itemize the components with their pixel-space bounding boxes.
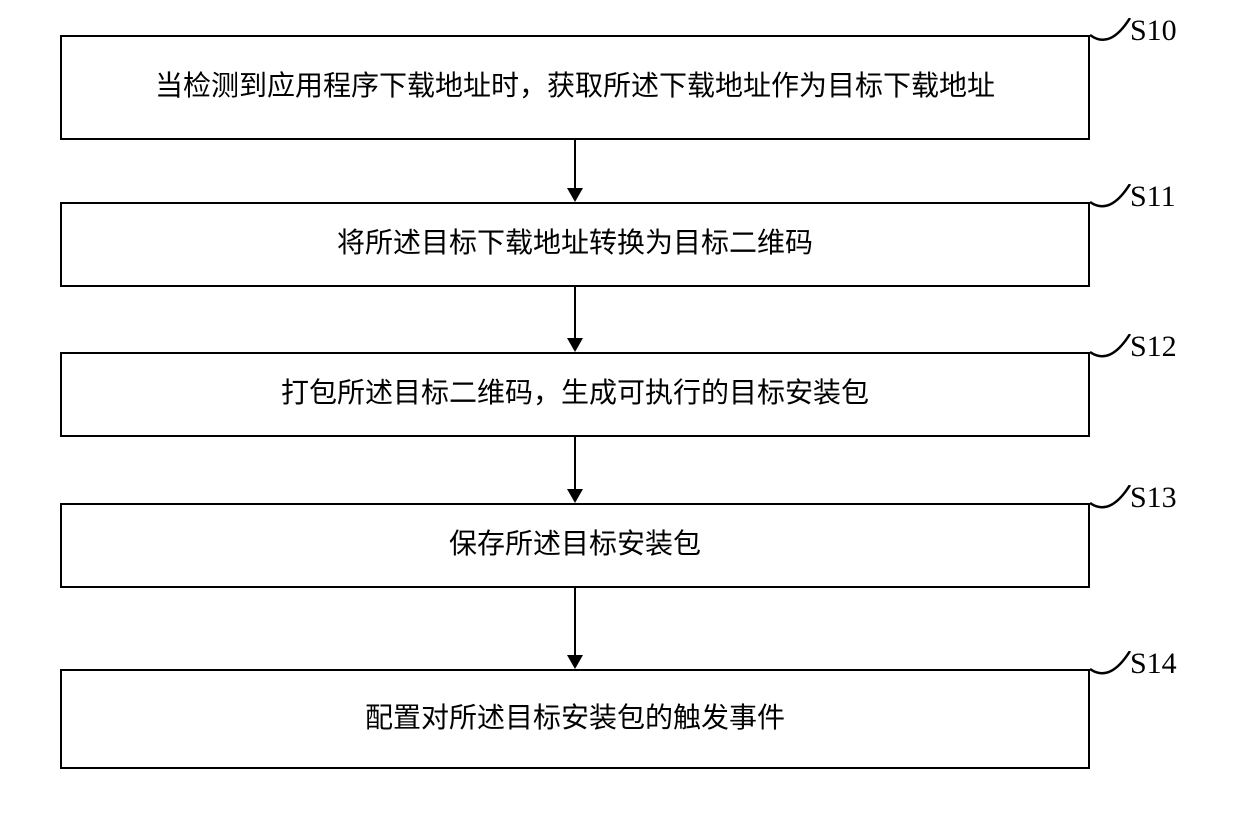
flowchart-container: 当检测到应用程序下载地址时，获取所述下载地址作为目标下载地址 S10 将所述目标… <box>0 0 1240 840</box>
step-label-s10: S10 <box>1130 14 1177 48</box>
flow-box-s11: 将所述目标下载地址转换为目标二维码 <box>60 202 1090 287</box>
arrow-head-3 <box>567 489 583 503</box>
step-label-s13: S13 <box>1130 481 1177 515</box>
flow-box-s10: 当检测到应用程序下载地址时，获取所述下载地址作为目标下载地址 <box>60 35 1090 140</box>
arrow-head-4 <box>567 655 583 669</box>
arrow-line-1 <box>574 140 576 188</box>
arrow-line-3 <box>574 437 576 489</box>
step-label-s14: S14 <box>1130 647 1177 681</box>
step-label-s12: S12 <box>1130 330 1177 364</box>
flow-text-s12: 打包所述目标二维码，生成可执行的目标安装包 <box>281 372 869 417</box>
flow-box-s13: 保存所述目标安装包 <box>60 503 1090 588</box>
arrow-head-1 <box>567 188 583 202</box>
flow-text-s11: 将所述目标下载地址转换为目标二维码 <box>337 222 813 267</box>
flow-text-s14: 配置对所述目标安装包的触发事件 <box>365 697 785 742</box>
arrow-line-2 <box>574 287 576 338</box>
flow-text-s13: 保存所述目标安装包 <box>449 523 701 568</box>
flow-box-s14: 配置对所述目标安装包的触发事件 <box>60 669 1090 769</box>
flow-text-s10: 当检测到应用程序下载地址时，获取所述下载地址作为目标下载地址 <box>155 65 995 110</box>
step-label-s11: S11 <box>1130 180 1176 214</box>
arrow-line-4 <box>574 588 576 655</box>
arrow-head-2 <box>567 338 583 352</box>
flow-box-s12: 打包所述目标二维码，生成可执行的目标安装包 <box>60 352 1090 437</box>
